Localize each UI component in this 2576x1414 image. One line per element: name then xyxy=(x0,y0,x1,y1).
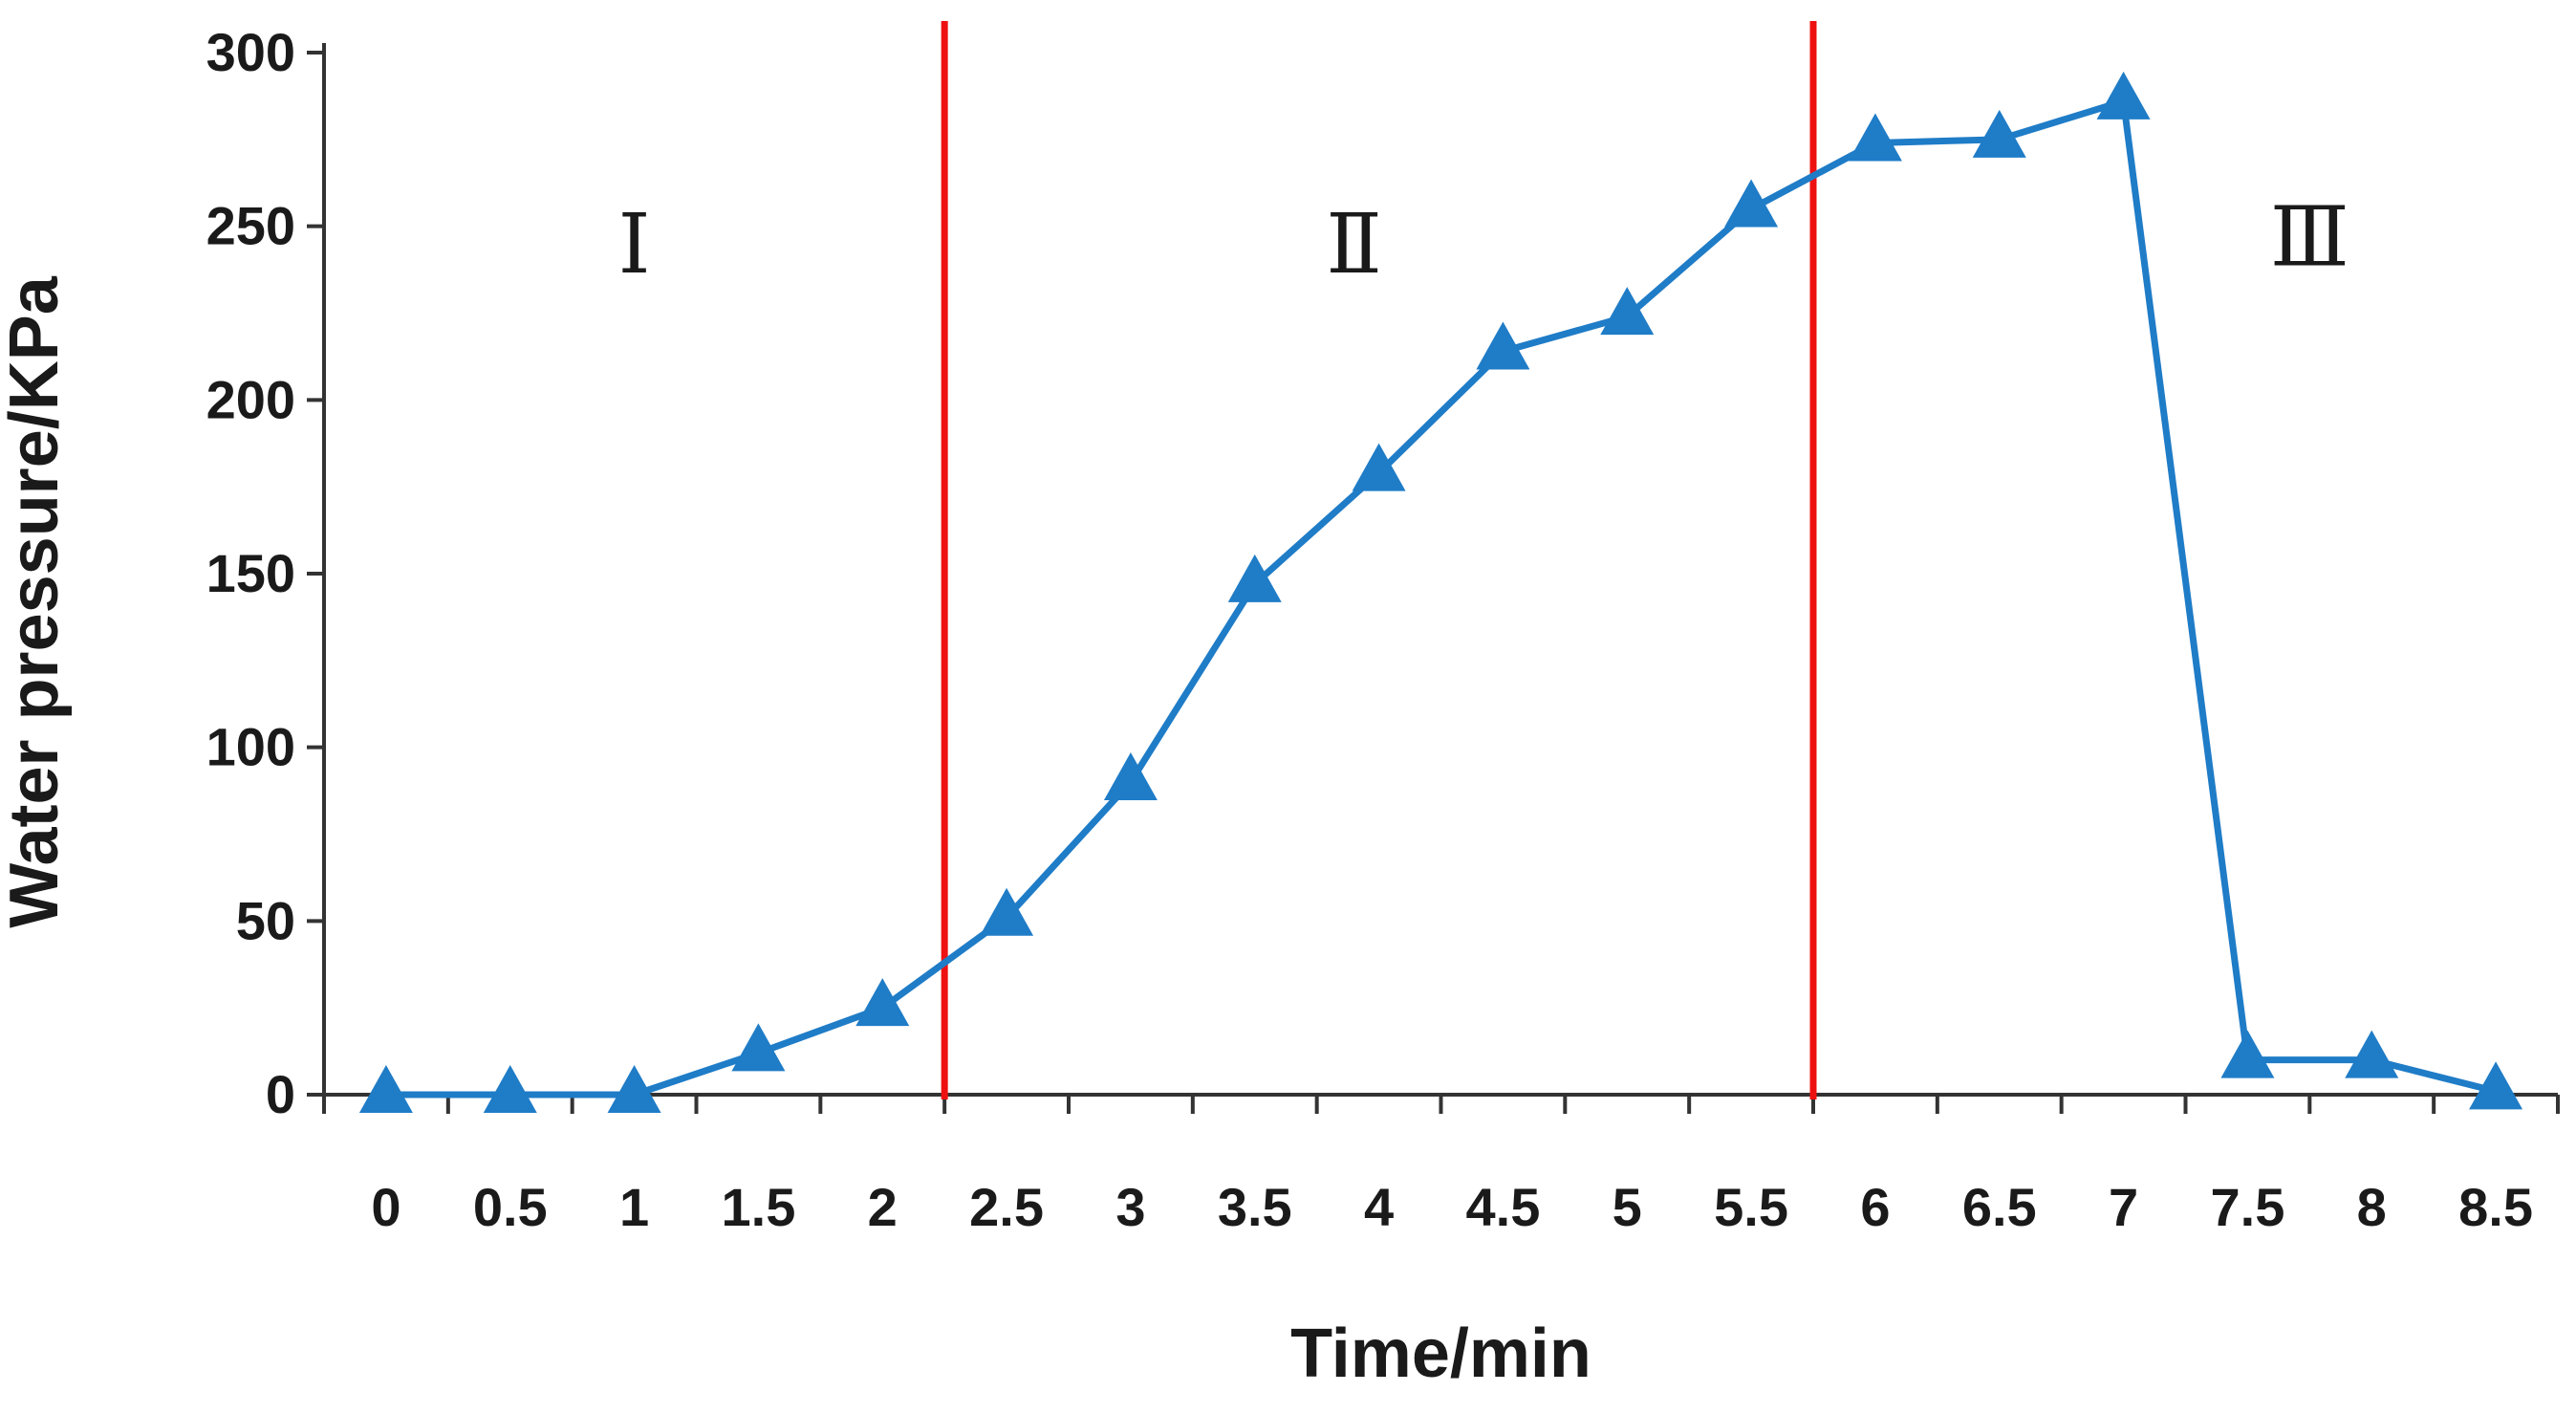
y-tick-label: 250 xyxy=(206,196,295,256)
data-point-marker xyxy=(2345,1030,2399,1078)
x-tick-label: 2.5 xyxy=(969,1177,1044,1237)
data-point-marker xyxy=(1848,113,1902,162)
data-point-marker xyxy=(2220,1030,2275,1078)
data-point-marker xyxy=(1600,287,1655,336)
axes xyxy=(322,43,2558,1097)
data-point-marker xyxy=(358,1065,413,1113)
data-point-marker xyxy=(1724,179,1779,228)
y-axis-title: Water pressure/KPa xyxy=(0,275,73,928)
phase-labels: Ⅰ Ⅱ Ⅲ xyxy=(618,192,2349,291)
data-point-marker xyxy=(1227,554,1282,602)
phase-dividers xyxy=(941,21,1817,1099)
y-tick-label: 50 xyxy=(236,890,295,950)
data-point-marker xyxy=(1352,443,1406,491)
data-point-marker xyxy=(1476,321,1530,370)
x-tick-label: 6 xyxy=(1860,1177,1890,1237)
phase-label: Ⅲ xyxy=(2270,192,2349,284)
y-tick-label: 300 xyxy=(206,22,295,82)
y-tick-label: 100 xyxy=(206,717,295,777)
x-tick-label: 6.5 xyxy=(1962,1177,2037,1237)
x-tick-label: 4.5 xyxy=(1465,1177,1540,1237)
data-point-marker xyxy=(2469,1061,2523,1110)
x-tick-label: 4 xyxy=(1364,1177,1394,1237)
x-axis-title: Time/min xyxy=(1290,1316,1591,1392)
data-point-marker xyxy=(980,887,1034,936)
x-tick-label: 8 xyxy=(2357,1177,2387,1237)
y-tick-label: 150 xyxy=(206,543,295,603)
y-axis-ticks: 0 50 100 150 200 250 300 xyxy=(206,22,324,1124)
y-tick-label: 0 xyxy=(266,1064,295,1124)
x-tick-label: 1.5 xyxy=(721,1177,795,1237)
x-tick-label: 2 xyxy=(868,1177,898,1237)
x-tick-label: 0.5 xyxy=(473,1177,548,1237)
data-point-marker xyxy=(2096,71,2151,120)
series-line xyxy=(385,98,2497,1099)
series-group xyxy=(358,71,2523,1113)
x-tick-label: 5 xyxy=(1613,1177,1642,1237)
x-tick-label: 8.5 xyxy=(2458,1177,2533,1237)
x-tick-label: 7.5 xyxy=(2210,1177,2284,1237)
x-tick-label: 5.5 xyxy=(1714,1177,1788,1237)
y-tick-label: 200 xyxy=(206,369,295,429)
x-tick-label: 3 xyxy=(1115,1177,1145,1237)
data-point-marker xyxy=(607,1065,661,1113)
x-tick-label: 3.5 xyxy=(1218,1177,1292,1237)
x-tick-label: 0 xyxy=(371,1177,400,1237)
phase-label: Ⅱ xyxy=(1326,199,1381,291)
data-point-marker xyxy=(1972,109,2026,158)
data-point-marker xyxy=(855,978,910,1027)
x-tick-label: 1 xyxy=(619,1177,649,1237)
phase-label: Ⅰ xyxy=(618,199,651,291)
x-tick-label: 7 xyxy=(2109,1177,2138,1237)
data-point-marker xyxy=(483,1065,537,1113)
data-point-marker xyxy=(1103,752,1158,800)
x-axis-ticks: 0 0.5 1 1.5 2 2.5 3 3.5 4 4.5 5 5.5 6 6.5 7 7.5 8 8.5 xyxy=(322,1095,2560,1237)
data-point-marker xyxy=(731,1023,786,1072)
